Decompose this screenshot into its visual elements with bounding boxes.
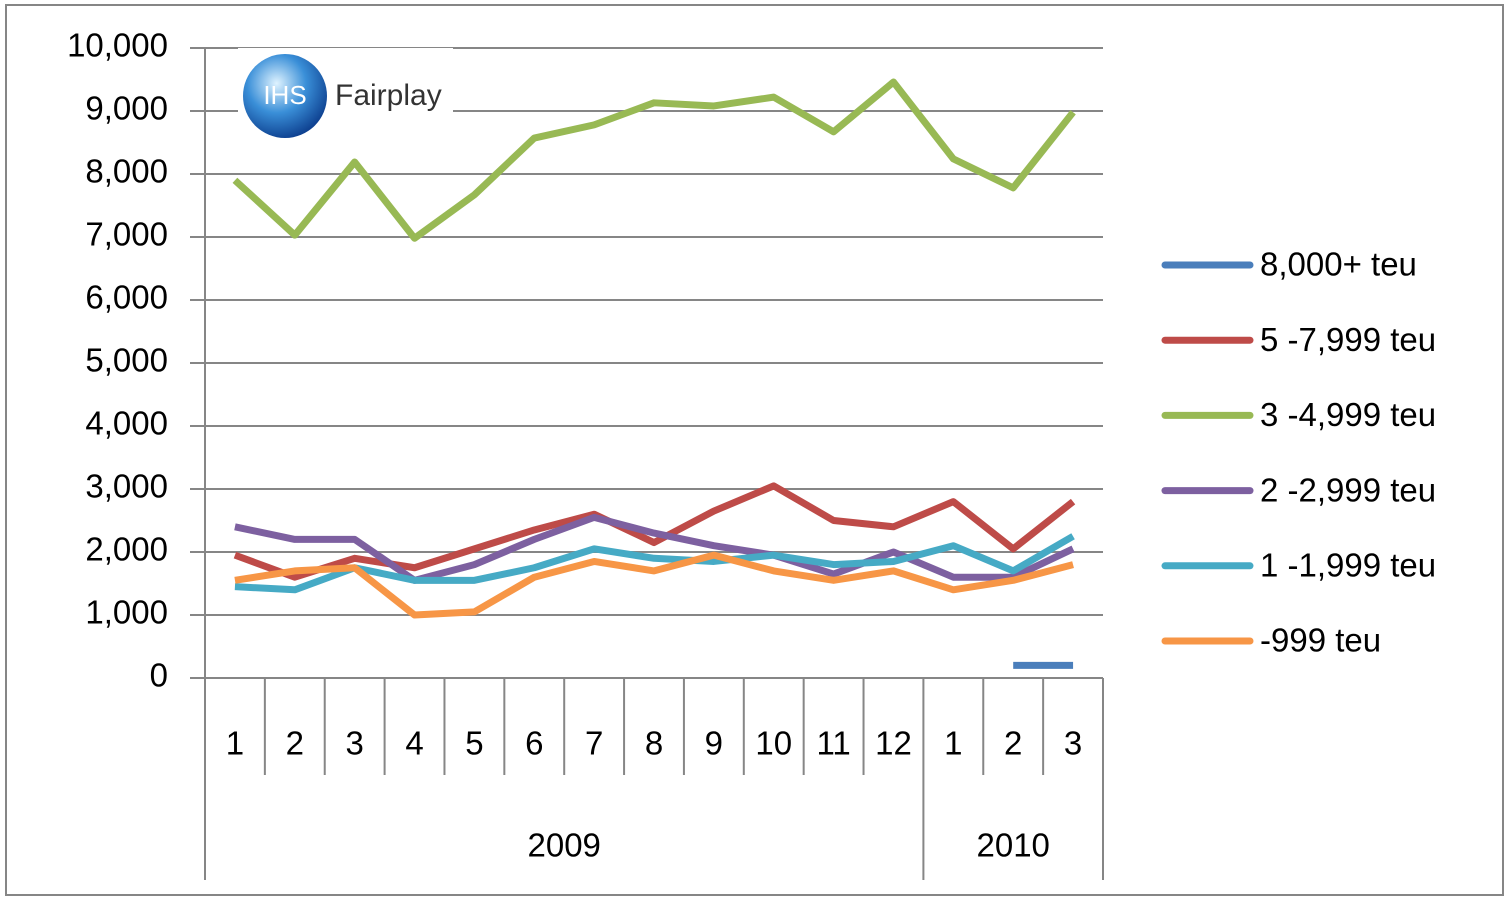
- logo-mark: IHS: [263, 80, 306, 110]
- legend-label: 1 -1,999 teu: [1260, 547, 1436, 584]
- chart-border: [5, 4, 1504, 896]
- x-tick-label: 11: [816, 725, 850, 762]
- x-tick-label: 4: [405, 725, 423, 762]
- y-tick-label: 8,000: [85, 153, 168, 190]
- series-line: [233, 482, 1076, 581]
- y-tick-label: 5,000: [85, 342, 168, 379]
- x-tick-label: 3: [1064, 725, 1082, 762]
- y-tick-label: 1,000: [85, 594, 168, 631]
- y-tick-label: 3,000: [85, 468, 168, 505]
- y-tick-label: 4,000: [85, 405, 168, 442]
- series-line: [234, 533, 1075, 594]
- y-tick-label: 10,000: [67, 27, 168, 64]
- x-tick-label: 1: [226, 725, 244, 762]
- legend-label: 5 -7,999 teu: [1260, 321, 1436, 358]
- y-tick-label: 2,000: [85, 531, 168, 568]
- x-tick-label: 10: [755, 725, 792, 762]
- y-tick-label: 9,000: [85, 90, 168, 127]
- legend-label: 3 -4,999 teu: [1260, 396, 1436, 433]
- x-tick-label: 1: [944, 725, 962, 762]
- x-tick-label: 6: [525, 725, 543, 762]
- x-tick-label: 9: [705, 725, 723, 762]
- group-label: 2010: [976, 827, 1049, 864]
- x-tick-label: 8: [645, 725, 663, 762]
- x-tick-label: 7: [585, 725, 603, 762]
- series-line: [234, 513, 1075, 584]
- logo-orb: [243, 54, 327, 138]
- y-tick-label: 6,000: [85, 279, 168, 316]
- x-tick-label: 3: [345, 725, 363, 762]
- legend-label: 2 -2,999 teu: [1260, 471, 1436, 508]
- x-tick-label: 5: [465, 725, 483, 762]
- series-line: [232, 78, 1076, 242]
- x-tick-label: 12: [875, 725, 912, 762]
- x-tick-label: 2: [286, 725, 304, 762]
- x-tick-label: 2: [1004, 725, 1022, 762]
- y-tick-label: 0: [150, 657, 168, 694]
- logo-name: Fairplay: [335, 79, 442, 112]
- legend-label: 8,000+ teu: [1260, 246, 1417, 283]
- legend-label: -999 teu: [1260, 622, 1381, 659]
- y-tick-label: 7,000: [85, 216, 168, 253]
- series-line: [234, 551, 1074, 619]
- group-label: 2009: [527, 827, 600, 864]
